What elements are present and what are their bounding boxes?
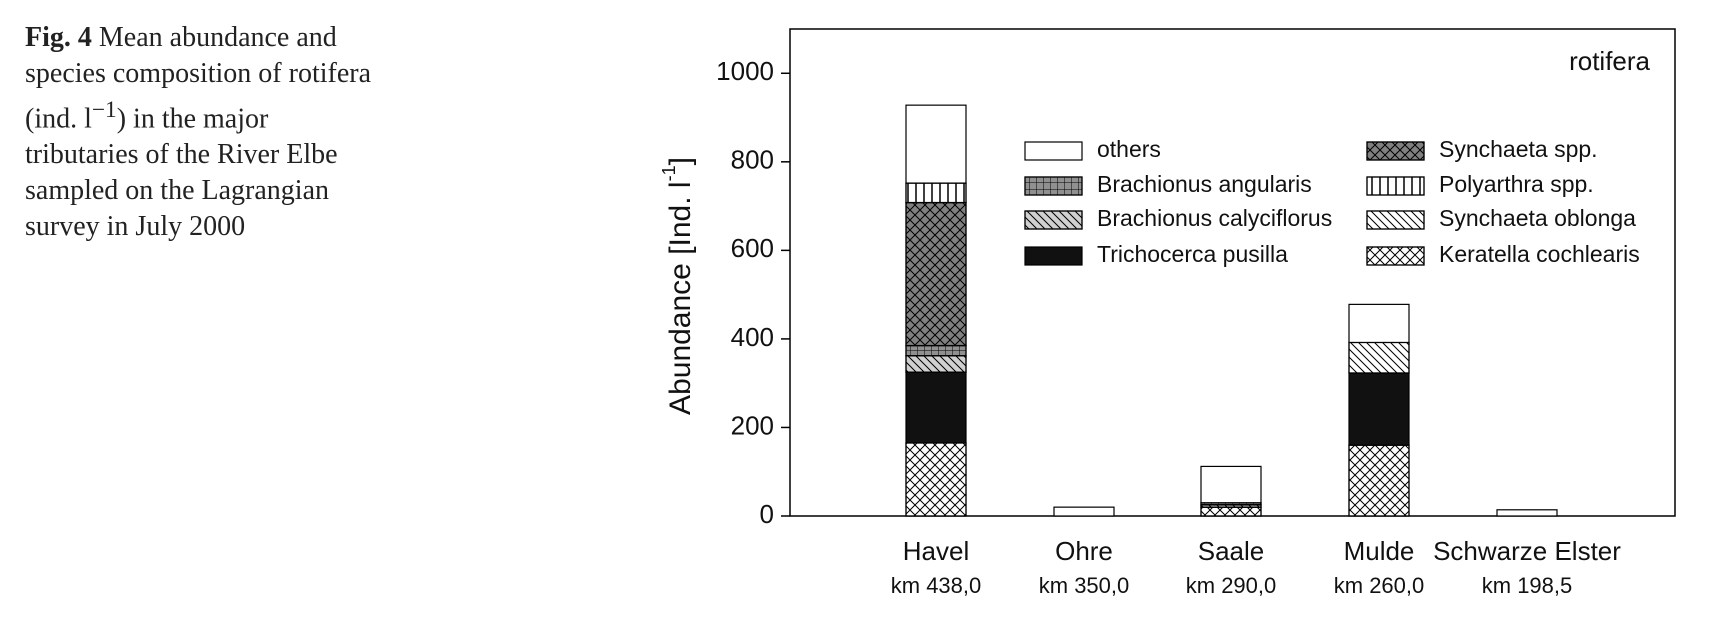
x-tick-label: Saale bbox=[1198, 536, 1265, 566]
y-tick-label: 800 bbox=[731, 145, 774, 175]
bar-hatch bbox=[905, 201, 967, 347]
legend-hatch bbox=[1366, 176, 1425, 196]
y-label-text: Abundance [Ind. l bbox=[664, 181, 697, 415]
bar-hatch bbox=[905, 182, 967, 204]
legend-hatch bbox=[1024, 176, 1083, 196]
legend-label: Brachionus calyciflorus bbox=[1097, 205, 1332, 231]
y-tick-label: 1000 bbox=[716, 56, 774, 86]
caption-rest: ) in the major tributaries of the River … bbox=[25, 103, 338, 243]
bar-segment bbox=[1200, 465, 1262, 504]
x-tick-sublabel: km 198,5 bbox=[1482, 573, 1573, 598]
x-tick-sublabel: km 350,0 bbox=[1039, 573, 1130, 598]
x-tick-sublabel: km 438,0 bbox=[891, 573, 982, 598]
bar-segment bbox=[1348, 303, 1410, 344]
legend-label: Brachionus angularis bbox=[1097, 171, 1312, 197]
legend-label: Polyarthra spp. bbox=[1439, 171, 1594, 197]
y-label-end: ] bbox=[664, 157, 697, 165]
legend-hatch bbox=[1366, 246, 1425, 266]
legend-label: Synchaeta oblonga bbox=[1439, 205, 1636, 231]
x-tick-label: Schwarze Elster bbox=[1433, 536, 1621, 566]
x-tick-label: Mulde bbox=[1344, 536, 1415, 566]
bar-hatch bbox=[1200, 506, 1262, 517]
legend-hatch bbox=[1024, 210, 1083, 230]
bar-hatch bbox=[1348, 444, 1410, 517]
legend-label: others bbox=[1097, 136, 1161, 162]
y-tick-label: 0 bbox=[760, 499, 774, 529]
y-axis-label: Abundance [Ind. l-1] bbox=[659, 157, 697, 415]
y-label-sup: -1 bbox=[659, 165, 679, 181]
legend-hatch bbox=[1366, 141, 1425, 161]
bar-segment bbox=[905, 371, 967, 444]
panel-label: rotifera bbox=[1569, 46, 1650, 76]
bar-segment bbox=[1348, 372, 1410, 446]
legend-label: Keratella cochlearis bbox=[1439, 241, 1640, 267]
y-tick-label: 200 bbox=[731, 410, 774, 440]
legend-swatch bbox=[1024, 141, 1083, 161]
y-tick-label: 600 bbox=[731, 233, 774, 263]
legend-hatch bbox=[1366, 210, 1425, 230]
bar-hatch bbox=[905, 442, 967, 517]
legend-label: Synchaeta spp. bbox=[1439, 136, 1598, 162]
bar-hatch bbox=[1348, 341, 1410, 374]
x-tick-sublabel: km 260,0 bbox=[1334, 573, 1425, 598]
caption-sup: −1 bbox=[91, 97, 117, 123]
bar-segment bbox=[1053, 506, 1115, 517]
caption: Fig. 4 Mean abundance and species compos… bbox=[25, 20, 385, 245]
x-tick-sublabel: km 290,0 bbox=[1186, 573, 1277, 598]
x-tick-label: Ohre bbox=[1055, 536, 1113, 566]
y-tick-label: 400 bbox=[731, 322, 774, 352]
caption-label: Fig. 4 bbox=[25, 22, 92, 53]
bar-hatch bbox=[905, 344, 967, 357]
legend-swatch bbox=[1024, 246, 1083, 266]
bar-segment bbox=[905, 104, 967, 184]
bar-segment bbox=[1496, 509, 1558, 517]
caption-text: Mean abundance and species composition o… bbox=[25, 22, 372, 135]
legend-label: Trichocerca pusilla bbox=[1097, 241, 1288, 267]
bar-hatch bbox=[905, 355, 967, 373]
x-tick-label: Havel bbox=[903, 536, 969, 566]
